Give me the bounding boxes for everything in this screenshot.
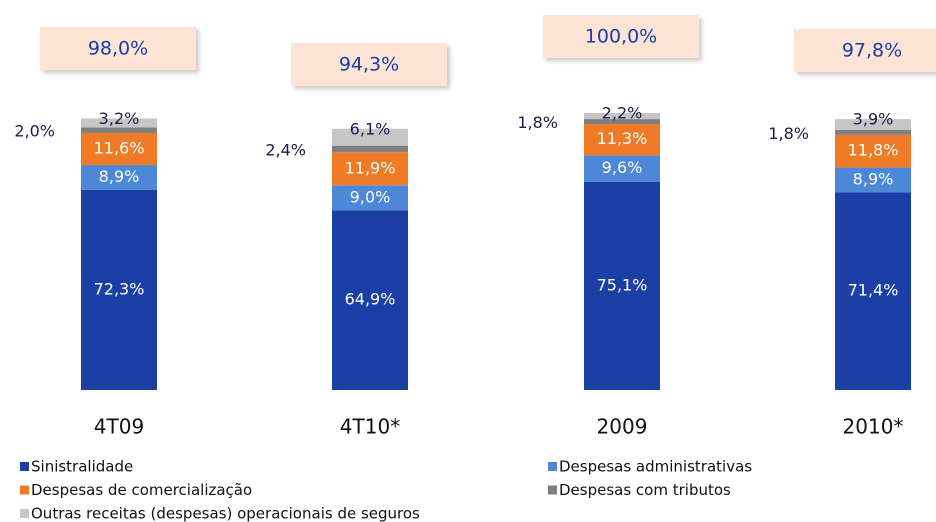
legend-swatch: [20, 509, 29, 518]
value-label: 3,2%: [99, 109, 140, 128]
bar-segment: [81, 127, 157, 133]
legend-label: Despesas de comercialização: [31, 481, 252, 499]
value-label: 2,2%: [602, 104, 643, 123]
bar-segment: [835, 119, 911, 130]
bar-segment: [835, 192, 911, 390]
value-label: 2,0%: [14, 122, 55, 141]
total-label: 98,0%: [88, 38, 148, 60]
value-label: 64,9%: [345, 290, 396, 309]
legend-swatch: [548, 462, 557, 471]
bar-segment: [332, 128, 408, 146]
legend-swatch: [548, 485, 557, 495]
legend-swatch: [20, 462, 29, 471]
category-label: 2010*: [843, 415, 904, 439]
value-label: 9,0%: [350, 187, 391, 206]
value-label: 2,4%: [265, 141, 306, 160]
bar-segment: [332, 152, 408, 186]
total-box: [794, 29, 936, 72]
value-label: 71,4%: [848, 281, 899, 300]
legend-label: Despesas administrativas: [559, 458, 752, 476]
value-label: 11,9%: [345, 158, 396, 177]
bar-segment: [584, 181, 660, 390]
value-label: 1,8%: [517, 113, 558, 132]
value-label: 9,6%: [602, 158, 643, 177]
bar-segment: [81, 165, 157, 190]
category-label: 4T09: [94, 415, 144, 439]
bar-segment: [835, 167, 911, 193]
total-box: [40, 27, 196, 70]
total-label: 97,8%: [842, 40, 902, 62]
value-label: 3,9%: [853, 110, 894, 129]
value-label: 1,8%: [768, 124, 809, 143]
legend-swatch: [20, 485, 29, 495]
total-box: [291, 43, 447, 86]
legend-label: Sinistralidade: [31, 458, 133, 476]
bar-segment: [332, 210, 408, 390]
bar-segment: [584, 155, 660, 182]
value-label: 72,3%: [94, 279, 145, 298]
bar-segment: [584, 113, 660, 120]
bar-segment: [835, 134, 911, 168]
bar-segment: [332, 145, 408, 153]
value-label: 11,8%: [848, 141, 899, 160]
bar-segment: [584, 119, 660, 125]
legend-label: Outras receitas (despesas) operacionais …: [31, 505, 420, 522]
value-label: 11,6%: [94, 139, 145, 158]
value-label: 75,1%: [597, 275, 648, 294]
value-label: 8,9%: [853, 169, 894, 188]
bar-segment: [81, 132, 157, 166]
category-label: 4T10*: [340, 415, 400, 439]
value-label: 8,9%: [99, 167, 140, 186]
bar-segment: [835, 129, 911, 135]
total-label: 94,3%: [339, 54, 399, 76]
legend-label: Despesas com tributos: [559, 481, 731, 499]
total-label: 100,0%: [585, 26, 657, 48]
value-label: 11,3%: [597, 129, 648, 148]
bar-segment: [81, 189, 157, 390]
total-box: [543, 15, 699, 58]
category-label: 2009: [597, 415, 648, 439]
bar-segment: [584, 124, 660, 156]
bar-segment: [81, 118, 157, 128]
value-label: 6,1%: [350, 119, 391, 138]
bar-segment: [332, 185, 408, 211]
